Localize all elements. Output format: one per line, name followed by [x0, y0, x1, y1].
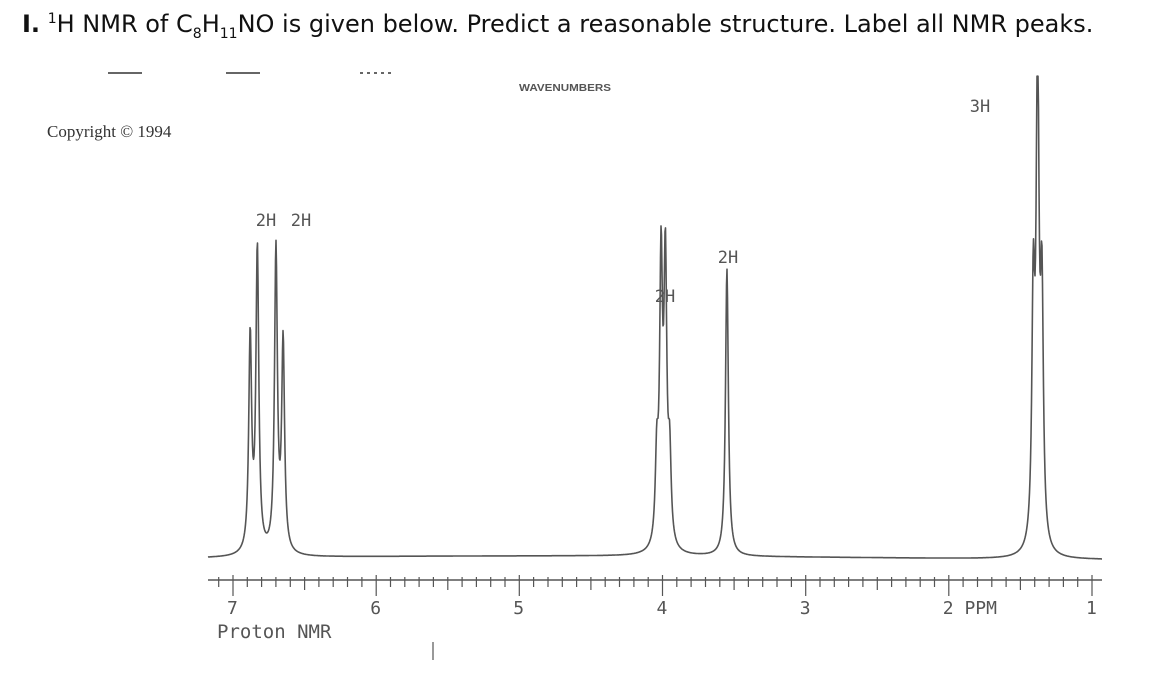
spectrum-line — [207, 75, 1103, 560]
question-part-2: H — [201, 10, 220, 38]
wavenumbers-label: WAVENUMBERS — [519, 83, 611, 94]
integration-labels: 2H 2H 2H 2H 3H — [256, 97, 990, 307]
carbon-count: 8 — [192, 25, 202, 42]
question-part-3: NO is given below. Predict a reasonable … — [237, 10, 1094, 38]
isotope-superscript: 1 — [47, 11, 57, 27]
tick-label: 3 — [800, 598, 811, 619]
copyright-notice: Copyright © 1994 — [47, 122, 172, 141]
tick-label: 5 — [513, 598, 524, 619]
hydrogen-count: 11 — [219, 25, 238, 42]
integration-label-1: 2H — [256, 211, 276, 231]
integration-label-5: 3H — [970, 97, 990, 117]
question-part-1: H NMR of C — [56, 10, 193, 38]
question-text: I. 1H NMR of C8H11NO is given below. Pre… — [22, 10, 1093, 42]
ppm-axis: 7 6 5 4 3 2 PPM 1 — [208, 575, 1102, 619]
integration-label-3: 2H — [655, 287, 675, 307]
integration-label-2: 2H — [291, 211, 311, 231]
tick-label: 4 — [657, 598, 668, 619]
spectrum-trace — [207, 75, 1103, 560]
tick-label: 1 — [1086, 598, 1097, 619]
tick-label: 7 — [227, 598, 238, 619]
integration-label-4: 2H — [718, 248, 738, 268]
question-number: I. — [22, 10, 41, 38]
proton-nmr-label: Proton NMR — [217, 621, 332, 643]
tick-label: 2 PPM — [943, 598, 997, 619]
tick-label: 6 — [370, 598, 381, 619]
